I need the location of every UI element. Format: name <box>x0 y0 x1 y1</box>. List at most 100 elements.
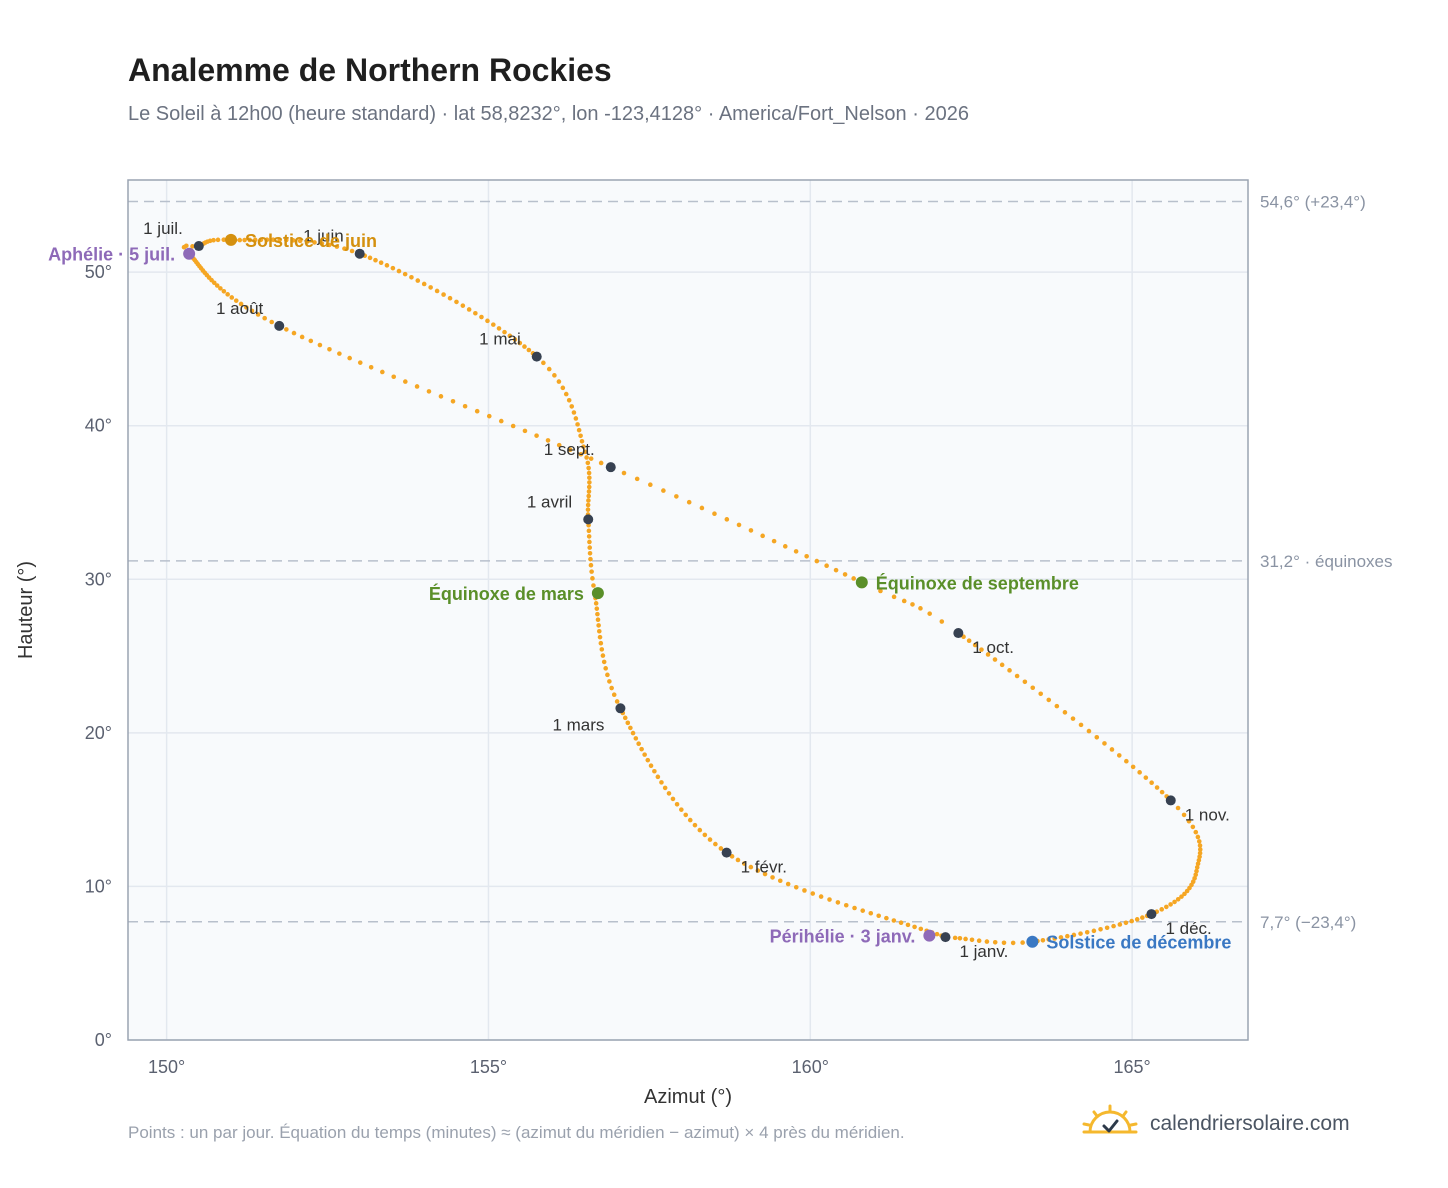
daily-sun-point <box>1182 891 1187 897</box>
plot-border <box>127 179 1249 1041</box>
month-marker-label: 1 oct. <box>972 638 1014 657</box>
daily-sun-point <box>237 237 243 243</box>
daily-sun-point <box>891 594 897 600</box>
daily-sun-point <box>522 344 527 349</box>
daily-sun-point <box>793 549 799 554</box>
y-tick-label: 20° <box>85 723 112 743</box>
daily-sun-point <box>587 545 593 550</box>
daily-sun-point <box>390 265 396 271</box>
daily-sun-point <box>782 544 788 549</box>
daily-sun-point <box>597 634 603 640</box>
daily-sun-point <box>578 433 583 439</box>
daily-sun-point <box>517 340 523 346</box>
daily-sun-point <box>1154 785 1160 790</box>
daily-sun-point <box>594 606 600 611</box>
daily-sun-point <box>611 692 617 698</box>
daily-sun-point <box>785 881 791 887</box>
month-marker <box>953 628 964 639</box>
daily-sun-point <box>1194 868 1199 874</box>
daily-sun-point <box>634 476 640 482</box>
daily-sun-point <box>802 888 807 893</box>
daily-sun-point <box>586 528 592 534</box>
daily-sun-point <box>308 338 314 344</box>
daily-sun-point <box>818 894 824 899</box>
daily-sun-point <box>833 567 839 573</box>
grid-lines <box>128 180 1248 1041</box>
daily-sun-point <box>380 369 385 375</box>
daily-sun-point <box>1175 897 1181 902</box>
daily-sun-point <box>598 460 604 466</box>
daily-sun-point <box>1038 691 1044 697</box>
daily-sun-point <box>218 286 223 291</box>
daily-sun-point <box>545 438 551 443</box>
daily-sun-point <box>1197 854 1202 860</box>
daily-sun-point <box>190 244 195 249</box>
daily-sun-point <box>247 237 253 243</box>
reference-line-label: 7,7° (−23,4°) <box>1260 913 1356 932</box>
daily-sun-point <box>262 315 267 321</box>
daily-sun-point <box>438 394 444 399</box>
month-marker <box>193 241 204 252</box>
daily-sun-point <box>1159 789 1165 795</box>
x-axis-label: Azimut (°) <box>644 1086 732 1108</box>
reference-line-label: 54,6° (+23,4°) <box>1260 193 1366 212</box>
daily-sun-point <box>1098 927 1103 932</box>
daily-sun-point <box>1164 904 1169 910</box>
daily-sun-point <box>367 255 373 261</box>
daily-sun-point <box>1194 865 1200 870</box>
daily-sun-point <box>421 281 427 287</box>
daily-sun-point <box>1129 918 1135 924</box>
daily-sun-point <box>485 318 490 324</box>
daily-sun-point <box>1134 917 1140 922</box>
daily-sun-point <box>770 875 775 880</box>
daily-sun-point <box>1109 747 1115 752</box>
daily-sun-point <box>860 908 866 913</box>
daily-sun-point <box>1143 775 1149 780</box>
daily-sun-point <box>587 475 592 481</box>
daily-sun-point <box>588 556 593 562</box>
daily-sun-point <box>586 498 591 503</box>
event-marker <box>591 587 604 600</box>
daily-sun-point <box>683 812 689 818</box>
daily-sun-point <box>599 647 605 652</box>
daily-sun-point <box>824 563 829 568</box>
daily-sun-point <box>284 237 289 243</box>
daily-sun-point <box>1007 668 1012 673</box>
daily-sun-point <box>645 757 651 763</box>
daily-sun-point <box>586 470 592 476</box>
daily-sun-point <box>556 379 562 384</box>
daily-sun-point <box>1062 710 1068 715</box>
brand-logo[interactable]: calendriersolaire.com <box>1082 1104 1350 1144</box>
daily-sun-point <box>596 628 602 634</box>
daily-sun-point <box>587 550 593 556</box>
daily-sun-point <box>181 244 187 250</box>
daily-sun-point <box>625 720 631 726</box>
daily-sun-point <box>473 310 478 316</box>
daily-sun-point <box>585 502 591 508</box>
daily-sun-point <box>835 900 841 905</box>
daily-sun-point <box>587 480 592 485</box>
daily-sun-point <box>1137 770 1142 775</box>
daily-sun-point <box>972 642 978 648</box>
event-marker <box>1026 935 1039 948</box>
daily-sun-point <box>441 292 446 297</box>
daily-sun-point <box>992 939 998 945</box>
daily-sun-point <box>901 598 907 604</box>
daily-sun-point <box>498 418 504 424</box>
brand-name: calendriersolaire.com <box>1150 1112 1350 1135</box>
chart-title: Analemme de Northern Rockies <box>128 52 612 88</box>
y-tick-label: 0° <box>95 1030 112 1050</box>
daily-sun-point <box>512 337 518 342</box>
daily-sun-point <box>979 647 984 652</box>
month-marker-label: 1 avril <box>527 492 572 511</box>
daily-sun-point <box>221 237 227 242</box>
daily-sun-point <box>447 295 453 301</box>
daily-sun-point <box>939 619 945 624</box>
daily-sun-point <box>1030 685 1036 691</box>
daily-sun-point <box>762 871 768 877</box>
event-label: Équinoxe de mars <box>429 583 584 604</box>
daily-sun-point <box>628 725 633 731</box>
daily-sun-point <box>1091 928 1097 934</box>
x-tick-label: 160° <box>792 1057 829 1077</box>
daily-sun-point <box>1130 764 1136 770</box>
